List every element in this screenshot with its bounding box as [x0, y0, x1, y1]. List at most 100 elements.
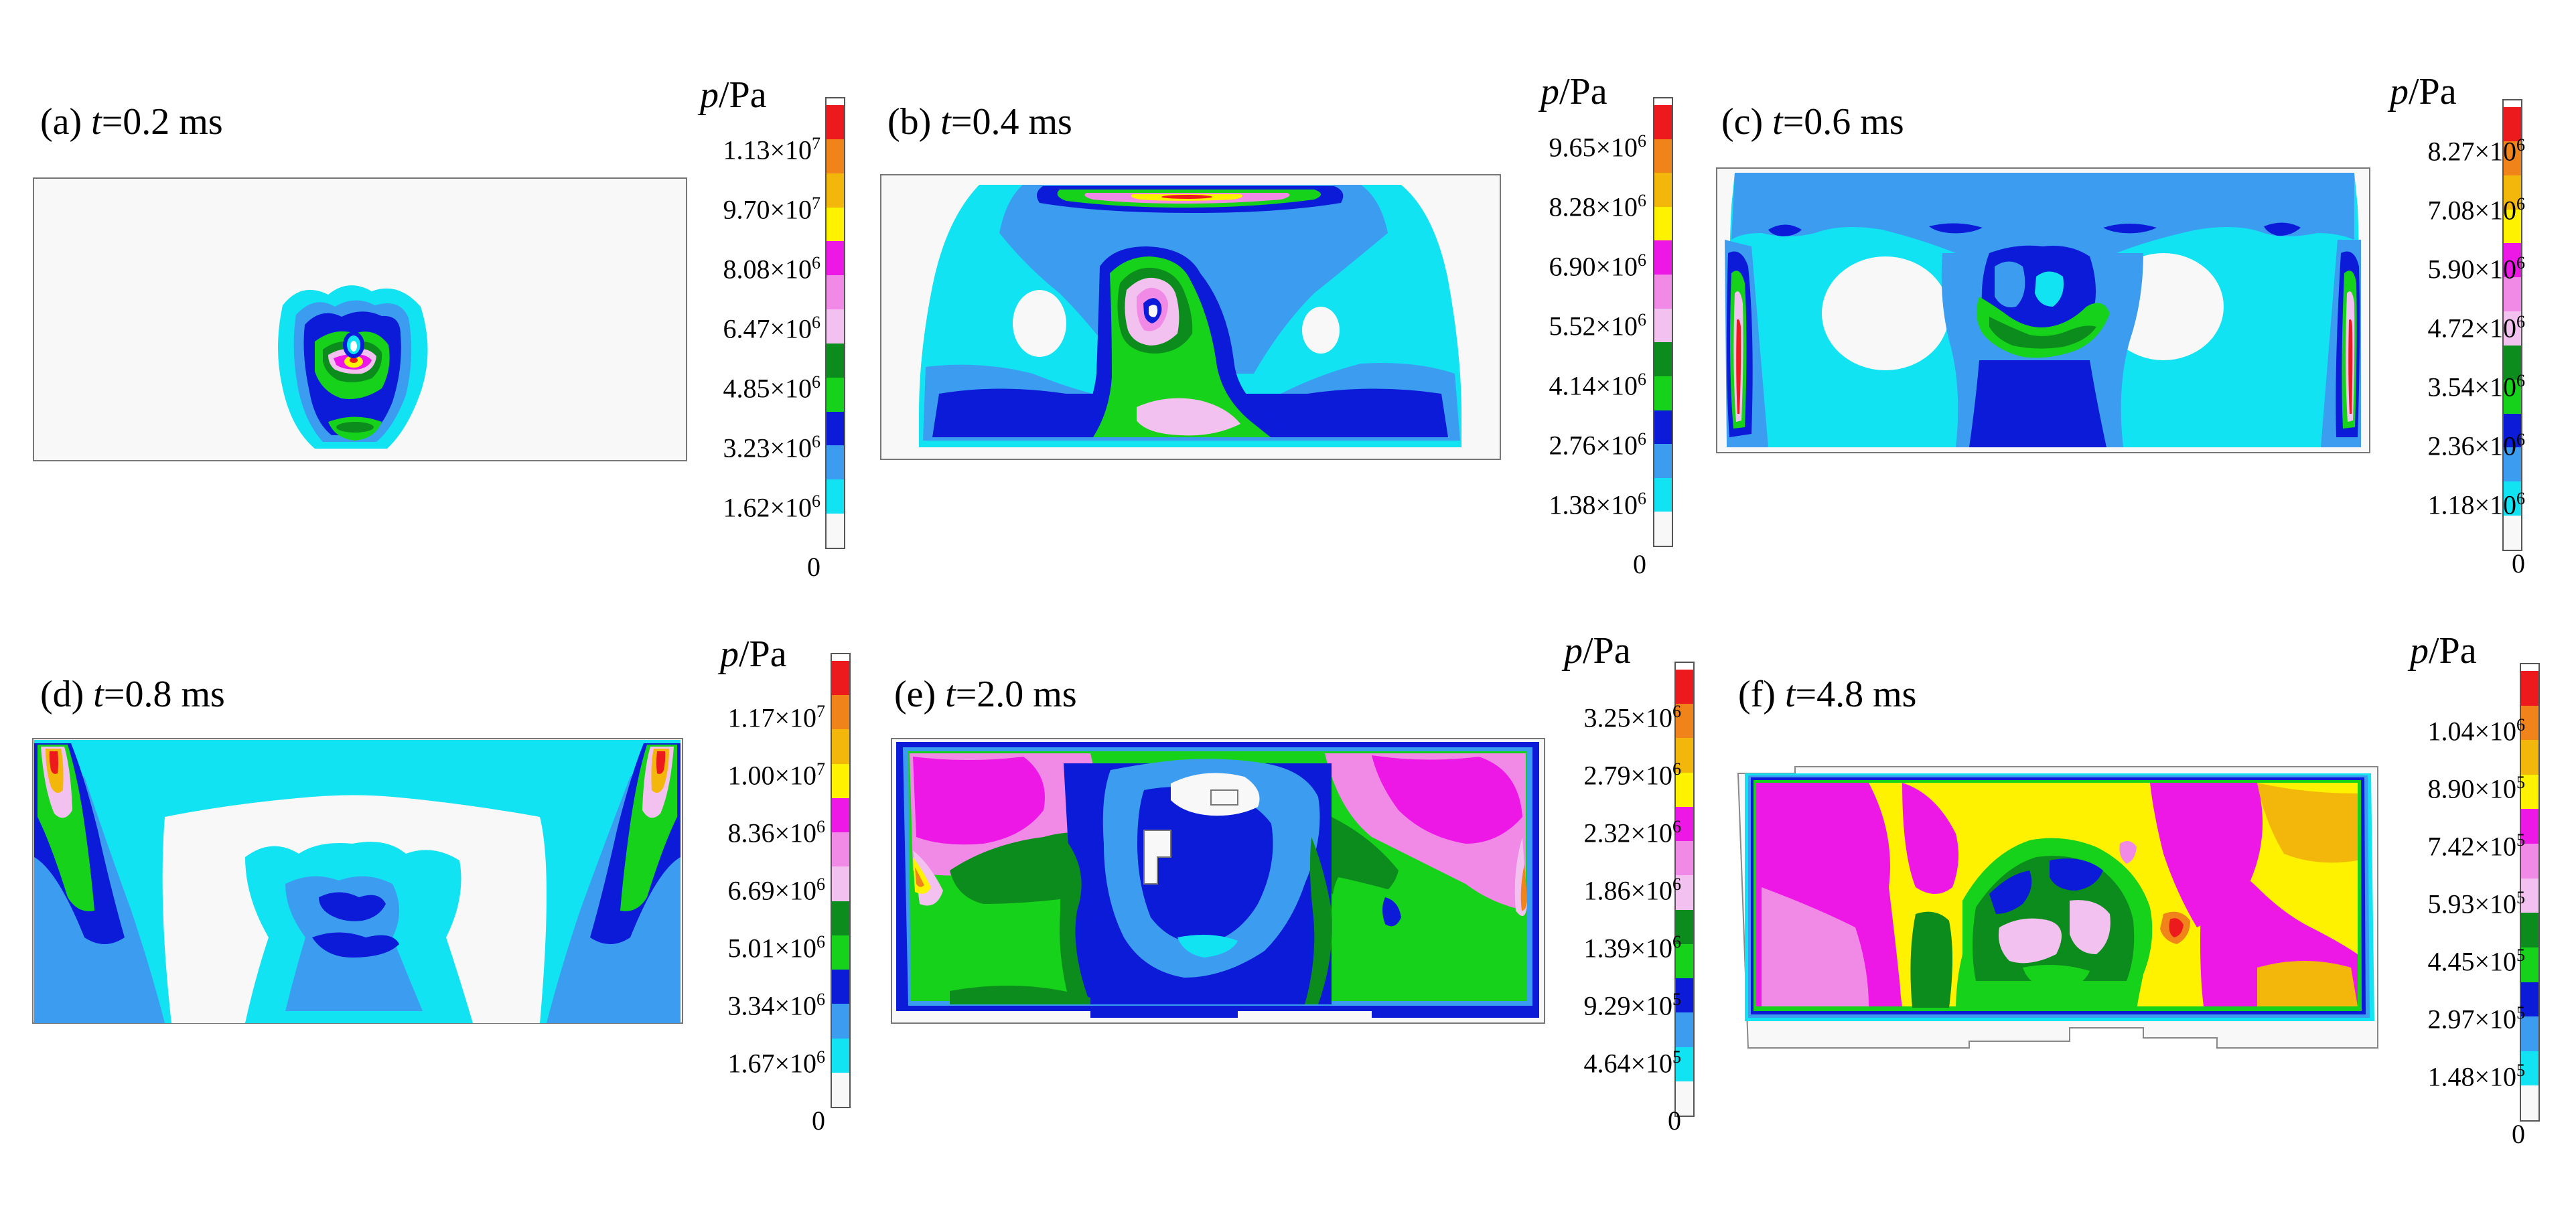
panel-title: (a) t=0.2 ms	[40, 101, 223, 143]
colorbar-tick-label: 2.36×106	[2427, 430, 2525, 461]
colorbar-tick-label: 2.76×106	[1549, 429, 1646, 461]
colorbar-tick-label: 4.14×106	[1549, 370, 1646, 401]
colorbar-band-dgreen	[832, 901, 849, 935]
colorbar	[2502, 99, 2522, 551]
colorbar-title: p/Pa	[720, 633, 787, 675]
colorbar-band-blue	[1676, 978, 1693, 1013]
colorbar-tick-label: 1.04×106	[2427, 715, 2525, 747]
colorbar-band-sky	[832, 1004, 849, 1039]
colorbar-tick-label: 7.42×105	[2427, 830, 2525, 862]
pressure-contour-plot	[33, 177, 687, 461]
colorbar-band-red	[827, 105, 844, 139]
colorbar-band-blue	[2504, 413, 2521, 448]
colorbar-band-lpink	[827, 309, 844, 344]
pressure-contour-plot	[880, 174, 1501, 460]
colorbar-title: p/Pa	[1564, 630, 1631, 672]
colorbar-tick-label: 0	[807, 552, 820, 582]
colorbar-band-sky	[827, 445, 844, 480]
colorbar-tick-label: 3.34×106	[727, 990, 825, 1021]
colorbar-tick-label: 9.70×107	[723, 194, 820, 225]
colorbar-tick-label: 8.36×106	[727, 817, 825, 848]
colorbar-band-yellow	[2521, 774, 2538, 810]
colorbar-band-white	[2504, 516, 2521, 550]
colorbar-band-white	[832, 1072, 849, 1107]
colorbar-band-cyan	[2521, 1051, 2538, 1086]
colorbar-tick-label: 5.93×105	[2427, 888, 2525, 919]
colorbar-band-cyan	[832, 1038, 849, 1073]
colorbar-band-dgreen	[2504, 345, 2521, 380]
colorbar-band-lpink	[2521, 878, 2538, 913]
colorbar-tick-label: 4.45×105	[2427, 945, 2525, 977]
colorbar-tick-label: 1.13×107	[723, 134, 820, 165]
colorbar-band-green	[1676, 943, 1693, 979]
colorbar-band-dgreen	[2521, 913, 2538, 947]
colorbar-band-sky	[1676, 1012, 1693, 1047]
colorbar-tick-label: 8.90×105	[2427, 773, 2525, 804]
panel-title: (c) t=0.6 ms	[1721, 101, 1904, 143]
colorbar-band-yellow	[2504, 209, 2521, 244]
pressure-contour-plot	[1716, 167, 2370, 453]
colorbar-band-gold	[1654, 173, 1672, 207]
colorbar	[2520, 663, 2540, 1122]
colorbar-tick-label: 6.47×106	[723, 313, 820, 344]
colorbar-band-pink	[827, 275, 844, 310]
colorbar-band-cyan	[827, 479, 844, 514]
panel-title: (f) t=4.8 ms	[1738, 674, 1917, 715]
colorbar-band-gold	[832, 729, 849, 764]
colorbar-band-gold	[1676, 738, 1693, 773]
colorbar-band-red	[1676, 670, 1693, 704]
colorbar-band-magenta	[832, 797, 849, 833]
colorbar-band-green	[832, 935, 849, 970]
colorbar-tick-label: 3.25×106	[1583, 702, 1681, 733]
colorbar-title: p/Pa	[2410, 630, 2477, 672]
colorbar-tick-label: 0	[2512, 1119, 2525, 1149]
colorbar-band-green	[2504, 379, 2521, 414]
colorbar-band-gold	[2521, 740, 2538, 775]
colorbar-band-magenta	[1676, 806, 1693, 842]
colorbar-band-white	[2521, 1085, 2538, 1120]
colorbar-band-lpink	[832, 866, 849, 901]
colorbar-band-white	[827, 514, 844, 548]
colorbar-band-blue	[1654, 410, 1672, 445]
pressure-contour-plot	[891, 738, 1545, 1024]
colorbar-band-dgreen	[1676, 909, 1693, 944]
colorbar-band-green	[827, 377, 844, 412]
colorbar-tick-label: 2.32×106	[1583, 817, 1681, 848]
colorbar-tick-label: 8.28×106	[1549, 191, 1646, 222]
panel-title: (e) t=2.0 ms	[894, 674, 1077, 715]
colorbar-band-cyan	[1676, 1047, 1693, 1081]
colorbar-band-pink	[1676, 841, 1693, 876]
colorbar-title: p/Pa	[1541, 71, 1607, 112]
colorbar-band-orange	[2504, 141, 2521, 175]
colorbar-tick-label: 0	[812, 1106, 825, 1136]
colorbar-tick-label: 3.54×106	[2427, 371, 2525, 402]
colorbar-tick-label: 5.52×106	[1549, 310, 1646, 341]
colorbar	[825, 97, 845, 549]
colorbar-band-yellow	[1654, 206, 1672, 241]
colorbar-band-lpink	[1654, 308, 1672, 343]
colorbar	[831, 653, 851, 1108]
colorbar-band-orange	[827, 139, 844, 173]
colorbar-tick-label: 4.72×106	[2427, 312, 2525, 344]
colorbar-band-orange	[1654, 139, 1672, 173]
colorbar-band-white	[1676, 1081, 1693, 1116]
colorbar-band-magenta	[827, 241, 844, 276]
colorbar-band-lpink	[1676, 875, 1693, 910]
colorbar-band-pink	[2504, 277, 2521, 312]
colorbar-band-pink	[2521, 844, 2538, 879]
colorbar-band-yellow	[832, 763, 849, 798]
colorbar-band-sky	[2504, 447, 2521, 482]
colorbar-band-orange	[832, 695, 849, 730]
colorbar-tick-label: 1.62×106	[723, 491, 820, 523]
colorbar-tick-label: 4.64×105	[1583, 1047, 1681, 1079]
colorbar-tick-label: 6.90×106	[1549, 250, 1646, 282]
colorbar-band-dgreen	[1654, 342, 1672, 376]
colorbar-tick-label: 1.67×106	[727, 1047, 825, 1079]
colorbar-band-gold	[827, 173, 844, 208]
colorbar-tick-label: 1.48×105	[2427, 1061, 2525, 1092]
colorbar-tick-label: 8.08×106	[723, 253, 820, 285]
colorbar-band-cyan	[2504, 481, 2521, 516]
colorbar-band-orange	[1676, 704, 1693, 739]
colorbar-tick-label: 1.00×107	[727, 759, 825, 791]
colorbar-tick-label: 1.39×106	[1583, 932, 1681, 964]
